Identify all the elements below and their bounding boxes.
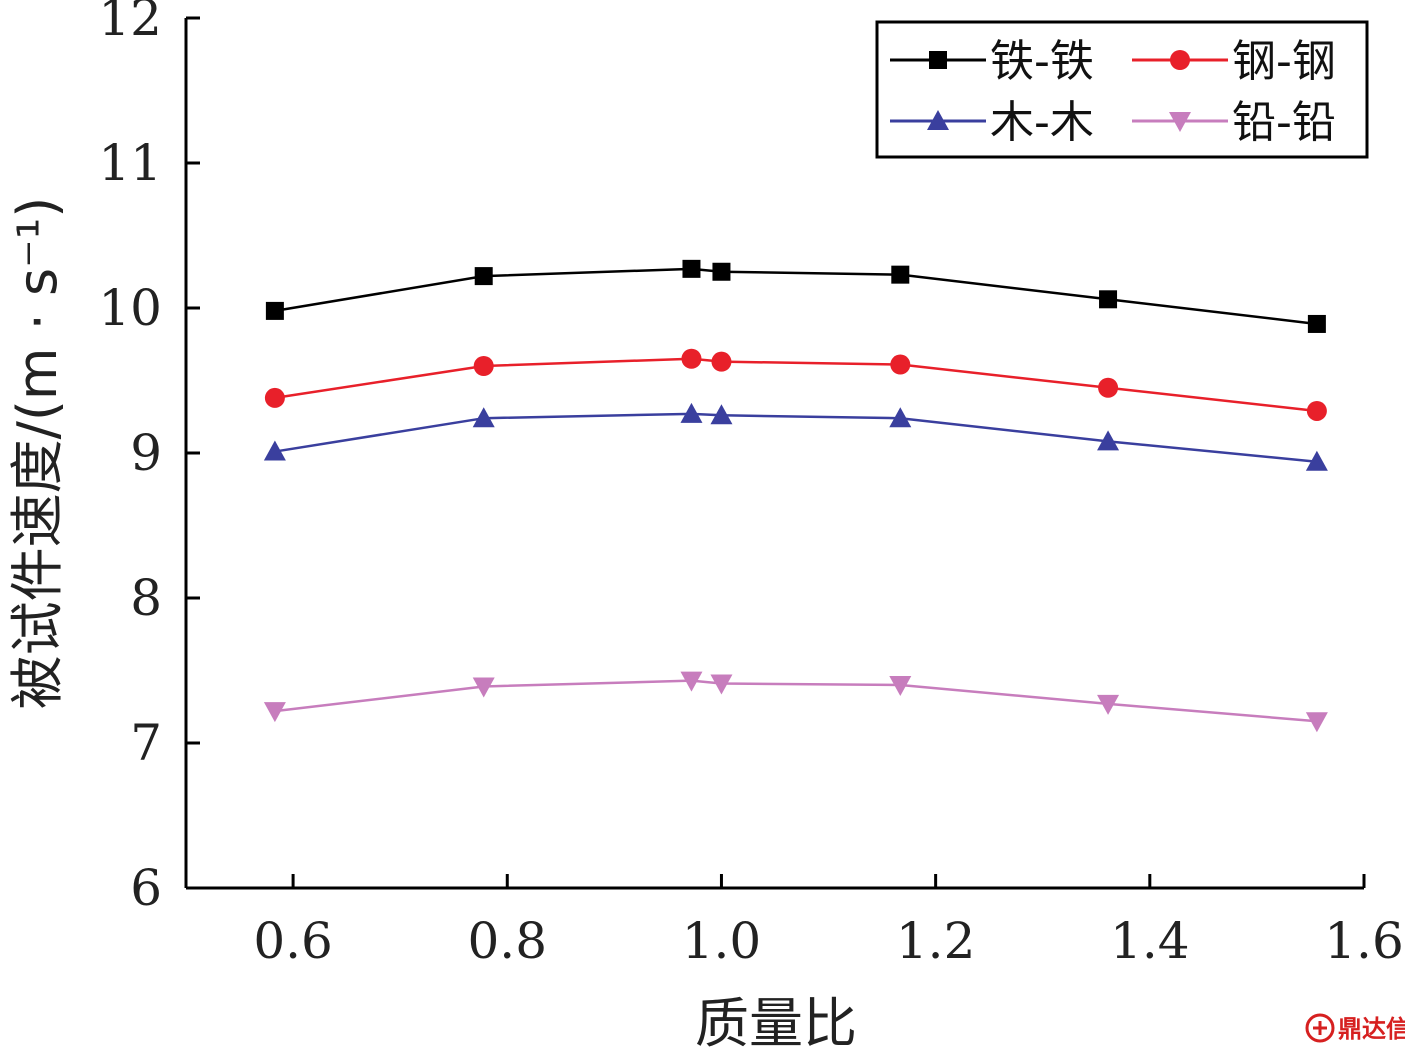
legend-entry: 铁-铁 — [890, 36, 1094, 87]
y-tick-label: 11 — [98, 134, 162, 192]
data-point — [473, 356, 494, 376]
legend-label: 铅-铅 — [1232, 97, 1336, 148]
legend-box — [875, 20, 1369, 159]
data-point — [711, 351, 732, 372]
watermark: 鼎达信 — [1305, 1013, 1405, 1043]
data-point — [1097, 694, 1120, 715]
data-point — [1099, 290, 1118, 309]
data-point — [680, 402, 703, 423]
series-2 — [264, 348, 1327, 421]
x-tick-label: 1.4 — [1110, 912, 1190, 970]
y-tick-label: 12 — [98, 0, 162, 47]
series-4 — [263, 671, 1328, 733]
watermark-text: 鼎达信 — [1338, 1015, 1405, 1043]
y-tick-label: 9 — [130, 424, 162, 482]
x-tick-label: 1.0 — [682, 912, 762, 970]
data-point — [1097, 430, 1120, 451]
data-point — [680, 671, 703, 692]
data-point — [264, 387, 285, 408]
series-line — [274, 267, 1318, 326]
data-point — [712, 262, 731, 281]
y-axis-title: 被试件速度/(m · s⁻¹) — [6, 197, 69, 710]
legend-marker — [927, 110, 949, 130]
data-point — [263, 702, 286, 723]
legend-label: 钢-钢 — [1232, 36, 1336, 87]
legend-entry: 木-木 — [890, 97, 1094, 148]
data-point — [1098, 377, 1119, 398]
data-point — [889, 676, 912, 696]
data-point — [472, 677, 495, 698]
data-point — [1307, 314, 1326, 333]
y-tick-label: 7 — [130, 714, 162, 772]
series-line — [274, 357, 1318, 413]
data-point — [891, 265, 910, 284]
data-point — [890, 354, 911, 375]
data-point — [710, 404, 733, 425]
x-tick-label: 1.2 — [896, 912, 976, 970]
legend-marker — [1169, 112, 1191, 132]
x-ticks: 0.6 0.8 1.0 1.2 1.4 1.6 — [253, 874, 1404, 970]
data-point — [265, 301, 284, 320]
y-tick-label: 6 — [130, 859, 162, 917]
legend-marker — [929, 51, 947, 69]
y-tick-label: 10 — [98, 279, 162, 337]
legend-marker — [1170, 50, 1190, 70]
data-point — [1306, 400, 1327, 421]
x-tick-label: 0.8 — [468, 912, 548, 970]
legend: 铁-铁 钢-钢木-木 铅-铅 — [875, 20, 1369, 159]
data-point — [263, 440, 286, 461]
x-tick-label: 1.6 — [1324, 912, 1404, 970]
series-layer — [263, 259, 1328, 733]
x-axis-title: 质量比 — [695, 992, 857, 1053]
data-point — [1305, 712, 1328, 733]
legend-entry: 钢-钢 — [1132, 36, 1336, 87]
data-point — [474, 267, 493, 286]
y-tick-label: 8 — [130, 569, 162, 627]
series-line — [274, 679, 1317, 723]
series-3 — [263, 402, 1328, 471]
data-point — [682, 259, 701, 278]
series-line — [274, 412, 1318, 463]
x-tick-label: 0.6 — [253, 912, 333, 970]
data-point — [681, 348, 702, 369]
data-point — [472, 407, 495, 428]
y-ticks: 6 7 8 9 10 11 12 — [98, 0, 200, 917]
logo-icon — [1305, 1013, 1335, 1043]
legend-label: 铁-铁 — [990, 36, 1094, 87]
series-1 — [265, 259, 1326, 333]
data-point — [889, 407, 912, 428]
data-point — [1305, 450, 1328, 471]
data-point — [710, 674, 733, 695]
legend-label: 木-木 — [990, 97, 1094, 148]
legend-entry: 铅-铅 — [1132, 97, 1336, 148]
